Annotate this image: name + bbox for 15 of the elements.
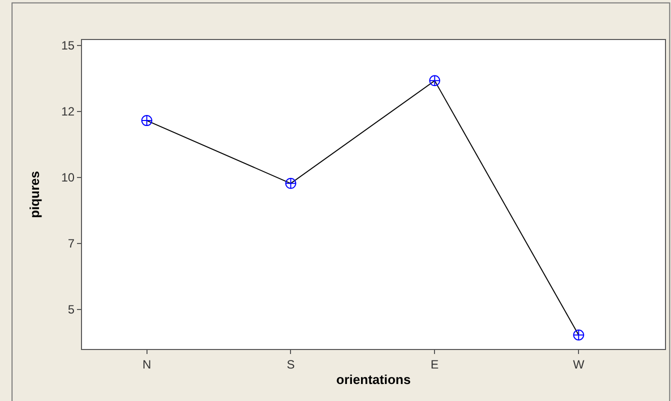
y-tick-label: 10 bbox=[61, 170, 75, 185]
x-tick-label: E bbox=[430, 357, 439, 372]
y-tick-label: 7 bbox=[68, 236, 75, 251]
y-axis-title: piqures bbox=[27, 171, 42, 218]
x-tick-label: W bbox=[572, 357, 585, 372]
y-tick-label: 15 bbox=[61, 38, 75, 52]
point bbox=[285, 178, 296, 189]
y-tick-label: 12 bbox=[61, 104, 75, 119]
x-axis-title: orientations bbox=[336, 372, 411, 387]
point bbox=[573, 330, 584, 340]
point bbox=[141, 115, 152, 126]
x-tick-label: N bbox=[142, 357, 152, 372]
x-tick-label: S bbox=[286, 357, 295, 372]
point bbox=[429, 75, 440, 86]
y-tick-label: 5 bbox=[68, 302, 75, 317]
